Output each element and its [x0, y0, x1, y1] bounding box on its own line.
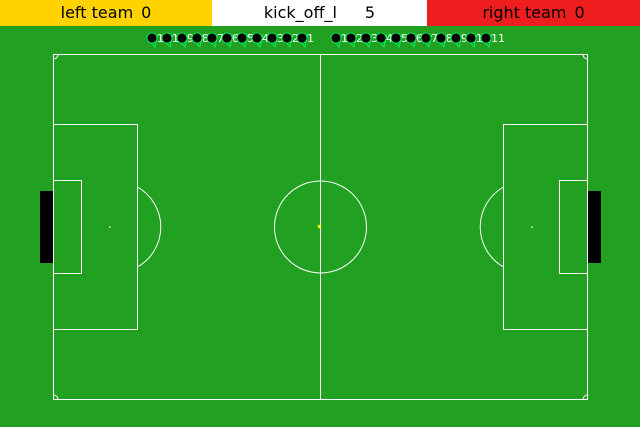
- player-body: [281, 32, 293, 44]
- play-mode-panel: kick_off_l 5: [212, 0, 427, 26]
- left-team-score: 0: [141, 3, 152, 22]
- player-body: [161, 32, 173, 44]
- right-player-4: 4: [375, 32, 393, 48]
- left-player-1: 1: [296, 32, 314, 48]
- player-body: [146, 32, 158, 44]
- right-player-1: 1: [330, 32, 348, 48]
- player-number: 4: [386, 32, 393, 45]
- right-penalty-arc: [479, 186, 504, 268]
- right-team-players: 1234567891011: [330, 32, 505, 48]
- player-number: 5: [247, 32, 254, 45]
- player-number: 8: [202, 32, 209, 45]
- player-body: [465, 32, 477, 44]
- player-number: 8: [446, 32, 453, 45]
- left-player-5: 5: [236, 32, 254, 48]
- player-number: 3: [371, 32, 378, 45]
- player-number: 1: [307, 32, 314, 45]
- player-body: [191, 32, 203, 44]
- player-number: 9: [461, 32, 468, 45]
- right-player-8: 8: [435, 32, 453, 48]
- left-goal-area: [53, 180, 82, 274]
- player-body: [176, 32, 188, 44]
- player-body: [480, 32, 492, 44]
- left-team-name: left team: [60, 3, 134, 22]
- right-team-panel: right team 0: [427, 0, 640, 26]
- right-penalty-area: [503, 124, 588, 330]
- player-body: [221, 32, 233, 44]
- player-body: [450, 32, 462, 44]
- corner-arc-top-left: [53, 54, 59, 60]
- player-number: 11: [491, 32, 505, 45]
- player-body: [405, 32, 417, 44]
- player-number: 6: [416, 32, 423, 45]
- player-body: [251, 32, 263, 44]
- right-player-6: 6: [405, 32, 423, 48]
- player-number: 1: [341, 32, 348, 45]
- right-goal: [588, 191, 601, 263]
- left-player-6: 6: [221, 32, 239, 48]
- left-penalty-arc: [137, 186, 162, 268]
- right-player-9: 9: [450, 32, 468, 48]
- player-body: [390, 32, 402, 44]
- player-body: [360, 32, 372, 44]
- corner-arc-top-right: [582, 54, 588, 60]
- center-circle: [274, 180, 367, 274]
- cycle-counter: 5: [364, 3, 376, 22]
- left-team-panel: left team 0: [0, 0, 212, 26]
- right-player-3: 3: [360, 32, 378, 48]
- left-player-9: 9: [176, 32, 194, 48]
- player-body: [435, 32, 447, 44]
- right-team-name: right team: [482, 3, 567, 22]
- right-player-7: 7: [420, 32, 438, 48]
- left-penalty-area: [53, 124, 138, 330]
- scoreboard: left team 0 kick_off_l 5 right team 0: [0, 0, 640, 26]
- corner-arc-bottom-right: [582, 394, 588, 400]
- left-player-4: 4: [251, 32, 269, 48]
- player-body: [296, 32, 308, 44]
- left-team-players: 1110987654321: [146, 32, 314, 48]
- right-goal-area: [559, 180, 588, 274]
- player-body: [266, 32, 278, 44]
- player-number: 7: [431, 32, 438, 45]
- left-player-7: 7: [206, 32, 224, 48]
- player-number: 5: [401, 32, 408, 45]
- player-body: [420, 32, 432, 44]
- corner-arc-bottom-left: [53, 394, 59, 400]
- ball-icon: [317, 224, 322, 229]
- player-number: 2: [356, 32, 363, 45]
- right-penalty-spot: [531, 226, 533, 228]
- player-number: 7: [217, 32, 224, 45]
- player-number: 2: [292, 32, 299, 45]
- right-team-score: 0: [574, 3, 585, 22]
- left-goal: [40, 191, 53, 263]
- player-body: [236, 32, 248, 44]
- left-penalty-spot: [109, 226, 111, 228]
- left-player-8: 8: [191, 32, 209, 48]
- player-body: [206, 32, 218, 44]
- player-number: 4: [262, 32, 269, 45]
- right-player-5: 5: [390, 32, 408, 48]
- player-number: 9: [187, 32, 194, 45]
- player-number: 6: [232, 32, 239, 45]
- player-body: [375, 32, 387, 44]
- left-player-3: 3: [266, 32, 284, 48]
- left-player-2: 2: [281, 32, 299, 48]
- right-player-2: 2: [345, 32, 363, 48]
- right-player-11: 11: [480, 32, 505, 48]
- play-mode: kick_off_l: [263, 3, 337, 22]
- player-body: [345, 32, 357, 44]
- player-number: 3: [277, 32, 284, 45]
- player-body: [330, 32, 342, 44]
